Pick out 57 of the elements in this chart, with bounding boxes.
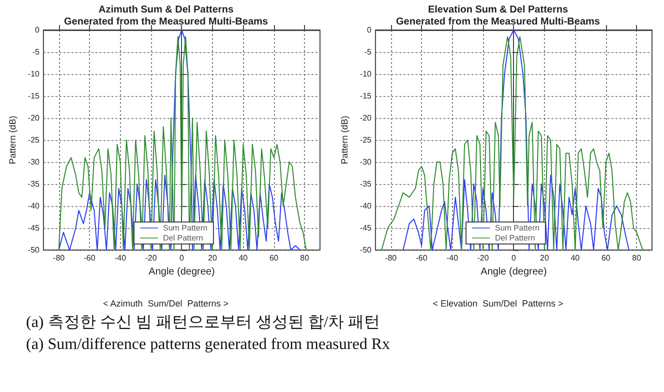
y-tick-label: -10 <box>360 70 372 78</box>
y-tick-label: -30 <box>28 158 40 166</box>
y-tick-label: -40 <box>28 202 40 210</box>
y-tick-label: -50 <box>360 246 372 254</box>
y-tick-label: -5 <box>32 48 40 56</box>
chart-title: Elevation Sum & Del Patterns <box>428 4 568 16</box>
x-tick-label: 20 <box>208 254 218 262</box>
x-tick-label: 80 <box>300 254 310 262</box>
text: (a) Sum/difference patterns generated from measured Rx <box>26 335 391 355</box>
x-tick-label: 40 <box>570 254 580 262</box>
x-tick-label: -20 <box>145 254 158 262</box>
y-tick-label: -35 <box>360 180 372 188</box>
x-tick-label: -40 <box>446 254 459 262</box>
y-tick-label: 0 <box>35 26 40 34</box>
y-tick-label: -15 <box>360 92 372 100</box>
legend-label: Sum Pattern <box>163 224 208 232</box>
x-tick-label: 40 <box>238 254 248 262</box>
x-tick-label: 0 <box>512 254 517 262</box>
legend-label: Del Pattern <box>495 234 536 242</box>
chart-title: Azimuth Sum & Del Patterns <box>98 4 234 16</box>
x-tick-label: -40 <box>114 254 127 262</box>
x-tick-label: 0 <box>180 254 185 262</box>
x-axis-title: Angle (degree) <box>480 266 547 278</box>
y-tick-label: -20 <box>360 114 372 122</box>
chart-subtitle: Generated from the Measured Multi-Beams <box>64 16 268 28</box>
x-tick-label: 60 <box>269 254 279 262</box>
y-tick-label: -25 <box>28 136 40 144</box>
text: < Elevation Sum/Del Patterns > <box>432 298 564 308</box>
text: < Azimuth Sum/Del Patterns > <box>102 298 229 308</box>
x-tick-label: 60 <box>601 254 611 262</box>
x-tick-label: -60 <box>84 254 96 262</box>
legend-label: Del Pattern <box>163 234 204 242</box>
y-axis-title: Pattern (dB) <box>340 116 350 164</box>
x-tick-label: 80 <box>632 254 642 262</box>
x-tick-label: 20 <box>540 254 550 262</box>
y-tick-label: -30 <box>360 158 372 166</box>
chart-subtitle: Generated from the Measured Multi-Beams <box>396 16 600 28</box>
y-tick-label: -5 <box>364 48 372 56</box>
line-series <box>381 36 644 250</box>
x-tick-label: -80 <box>385 254 398 262</box>
y-tick-label: 0 <box>367 26 372 34</box>
y-tick-label: -45 <box>28 224 40 232</box>
y-tick-label: -20 <box>28 114 40 122</box>
y-tick-label: -45 <box>360 224 372 232</box>
y-tick-label: -10 <box>28 70 40 78</box>
x-tick-label: -20 <box>477 254 490 262</box>
y-tick-label: -15 <box>28 92 40 100</box>
y-tick-label: -35 <box>28 180 40 188</box>
legend-label: Sum Pattern <box>495 224 540 232</box>
y-tick-label: -50 <box>28 246 40 254</box>
y-tick-label: -40 <box>360 202 372 210</box>
y-tick-label: -25 <box>360 136 372 144</box>
x-axis-title: Angle (degree) <box>148 266 215 278</box>
y-axis-title: Pattern (dB) <box>8 116 18 164</box>
x-tick-label: -80 <box>53 254 66 262</box>
text: (a) 측정한 수신 빔 패턴으로부터 생성된 합/차 패턴 <box>26 313 382 333</box>
x-tick-label: -60 <box>416 254 428 262</box>
